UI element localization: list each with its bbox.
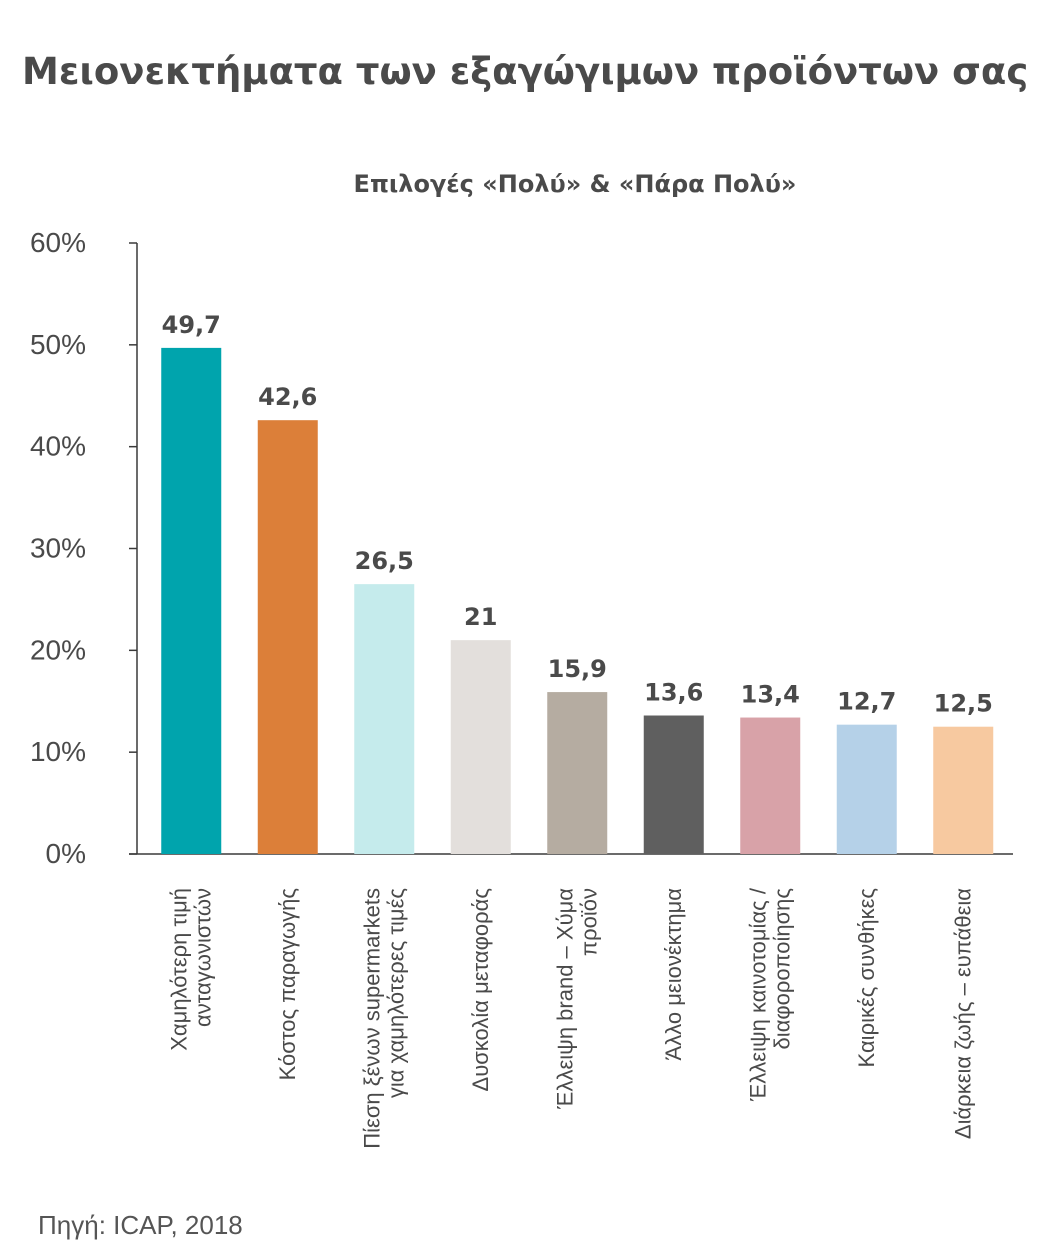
bar (547, 692, 608, 854)
bar (740, 717, 801, 854)
x-tick-label-group: Άλλο μειονέκτημα (661, 888, 686, 1061)
x-tick-label: ανταγωνιστών (190, 888, 215, 1027)
y-tick-label: 60% (30, 227, 86, 258)
bar (933, 726, 994, 854)
x-tick-label: διαφοροποίησης (769, 888, 794, 1049)
x-tick-label: Δυσκολία μεταφοράς (468, 888, 493, 1092)
bar (643, 715, 704, 854)
x-tick-label-group: Έλλειψη καινοτομίας / διαφοροποίησης (745, 887, 794, 1102)
x-tick-label-group: Καιρικές συνθήκες (854, 888, 879, 1067)
source-note: Πηγή: ICAP, 2018 (38, 1210, 243, 1240)
y-tick-label: 50% (30, 329, 86, 360)
data-label: 13,6 (644, 679, 703, 707)
data-label: 12,5 (934, 690, 993, 718)
x-tick-label-group: Χαμηλότερη τιμή ανταγωνιστών (166, 888, 215, 1051)
data-label: 26,5 (355, 547, 414, 575)
x-tick-label-group: Πίεση ξένων supermarkets για χαμηλότερες … (359, 888, 408, 1149)
chart-subtitle: Επιλογές «Πολύ» & «Πάρα Πολύ» (353, 170, 797, 198)
bar (161, 347, 222, 854)
x-tick-label-group: Κόστος παραγωγής (275, 888, 300, 1080)
data-label: 21 (464, 603, 497, 631)
bar (836, 724, 897, 854)
data-label: 15,9 (548, 655, 607, 683)
y-tick-label: 40% (30, 431, 86, 462)
x-tick-label: Έλλειψη brand – Χύμα (552, 888, 577, 1110)
x-tick-label: Χαμηλότερη τιμή (166, 888, 191, 1051)
x-tick-label: Άλλο μειονέκτημα (661, 888, 686, 1061)
y-tick-label: 10% (30, 736, 86, 767)
data-label: 12,7 (837, 688, 896, 716)
x-tick-label-group: Δυσκολία μεταφοράς (468, 888, 493, 1092)
y-tick-label: 20% (30, 634, 86, 665)
chart-title: Μειονεκτήματα των εξαγώγιμων προϊόντων σ… (22, 50, 1029, 93)
x-tick-label: Διάρκεια ζωής – ευπάθεια (950, 888, 975, 1139)
bar (354, 584, 415, 854)
bar-chart: 0% 10% 20% 30% 40% 50% 60% 49,7 Χαμηλότερη τιμή α… (30, 227, 1013, 1149)
x-tick-label: Καιρικές συνθήκες (854, 888, 879, 1067)
x-tick-label: Κόστος παραγωγής (275, 888, 300, 1080)
y-tick-label: 0% (46, 838, 86, 869)
data-label: 42,6 (258, 383, 317, 411)
y-tick-label: 30% (30, 533, 86, 564)
data-label: 49,7 (162, 311, 221, 339)
bar (450, 640, 511, 854)
data-label: 13,4 (741, 681, 800, 709)
x-tick-label: προϊόν (576, 888, 601, 956)
x-tick-label-group: Διάρκεια ζωής – ευπάθεια (950, 888, 975, 1139)
x-tick-label: Έλλειψη καινοτομίας / (745, 887, 770, 1102)
x-tick-label: Πίεση ξένων supermarkets (359, 888, 384, 1149)
x-tick-label: για χαμηλότερες τιμές (383, 888, 408, 1098)
bar (257, 420, 318, 854)
x-tick-label-group: Έλλειψη brand – Χύμα προϊόν (552, 888, 601, 1110)
